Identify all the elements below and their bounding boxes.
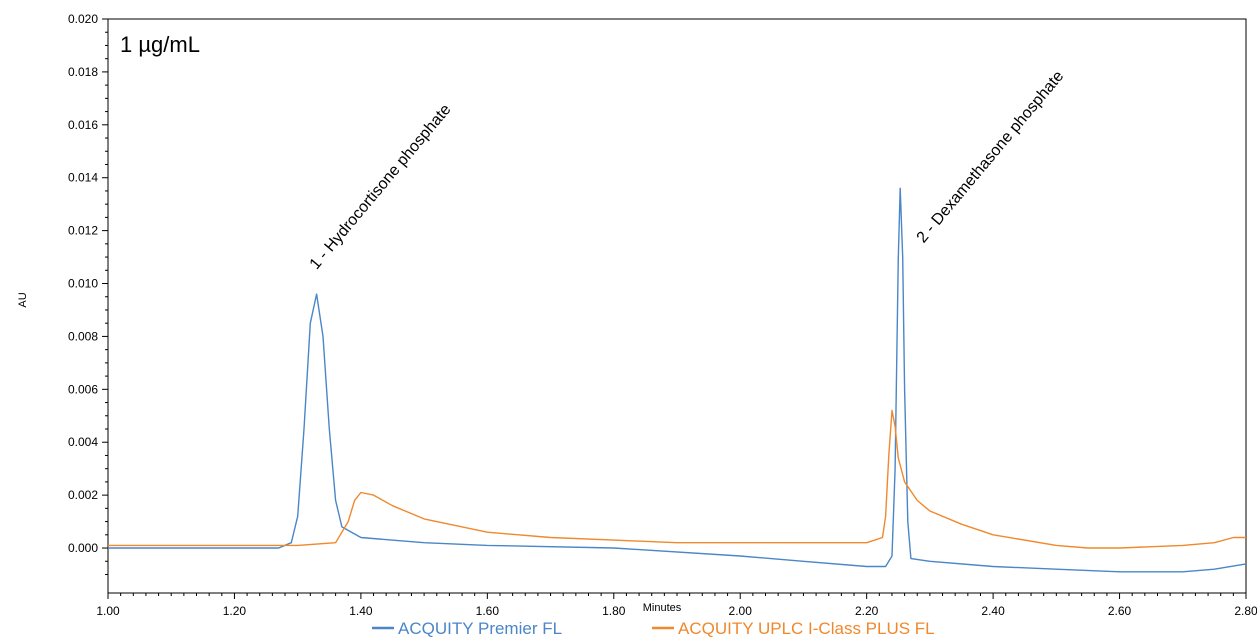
plot-area bbox=[107, 18, 1247, 594]
peak-label-2: 2 - Dexamethasone phosphate bbox=[914, 68, 1068, 247]
legend: ACQUITY Premier FL ACQUITY UPLC I-Class P… bbox=[372, 619, 935, 638]
series-layer bbox=[108, 187, 1247, 573]
x-tick-label: 2.20 bbox=[855, 604, 879, 618]
series-line-1 bbox=[108, 187, 1247, 573]
y-tick-label: 0.018 bbox=[68, 65, 98, 79]
y-tick-label: 0.014 bbox=[68, 171, 98, 185]
x-tick-label: 1.60 bbox=[476, 604, 500, 618]
y-tick-label: 0.012 bbox=[68, 224, 98, 238]
peak-label-1: 1 - Hydrocortisone phosphate bbox=[307, 101, 455, 273]
x-tick-label: 1.40 bbox=[349, 604, 373, 618]
y-tick-label: 0.002 bbox=[68, 488, 98, 502]
x-axis-title: Minutes bbox=[643, 602, 682, 614]
plot-border bbox=[107, 18, 1247, 594]
y-tick-label: 0.006 bbox=[68, 382, 98, 396]
x-axis: 1.00 1.20 1.40 1.60 1.80 2.00 2.20 2.40 2.60 2.80 bbox=[96, 593, 1257, 618]
concentration-label: 1 µg/mL bbox=[120, 32, 200, 57]
legend-label-2: ACQUITY UPLC I-Class PLUS FL bbox=[678, 619, 935, 638]
y-tick-label: 0.010 bbox=[68, 277, 98, 291]
y-tick-label: 0.000 bbox=[68, 541, 98, 555]
legend-label-1: ACQUITY Premier FL bbox=[398, 619, 562, 638]
y-tick-label: 0.008 bbox=[68, 329, 98, 343]
x-tick-label: 2.80 bbox=[1234, 604, 1257, 618]
x-tick-label: 1.20 bbox=[223, 604, 247, 618]
x-tick-label: 2.40 bbox=[981, 604, 1005, 618]
x-tick-label: 1.00 bbox=[96, 604, 120, 618]
y-tick-label: 0.020 bbox=[68, 12, 98, 26]
y-axis: 0.000 0.002 0.004 0.006 0.008 0.010 0.012 0.014… bbox=[68, 12, 108, 575]
y-tick-label: 0.016 bbox=[68, 118, 98, 132]
y-tick-label: 0.004 bbox=[68, 435, 98, 449]
series-line-2 bbox=[108, 409, 1246, 549]
peak-annotations: 1 - Hydrocortisone phosphate 2 - Dexameth… bbox=[307, 68, 1068, 273]
x-tick-label: 1.80 bbox=[602, 604, 626, 618]
y-axis-title: AU bbox=[17, 292, 29, 307]
x-tick-label: 2.00 bbox=[729, 604, 753, 618]
x-tick-label: 2.60 bbox=[1108, 604, 1132, 618]
